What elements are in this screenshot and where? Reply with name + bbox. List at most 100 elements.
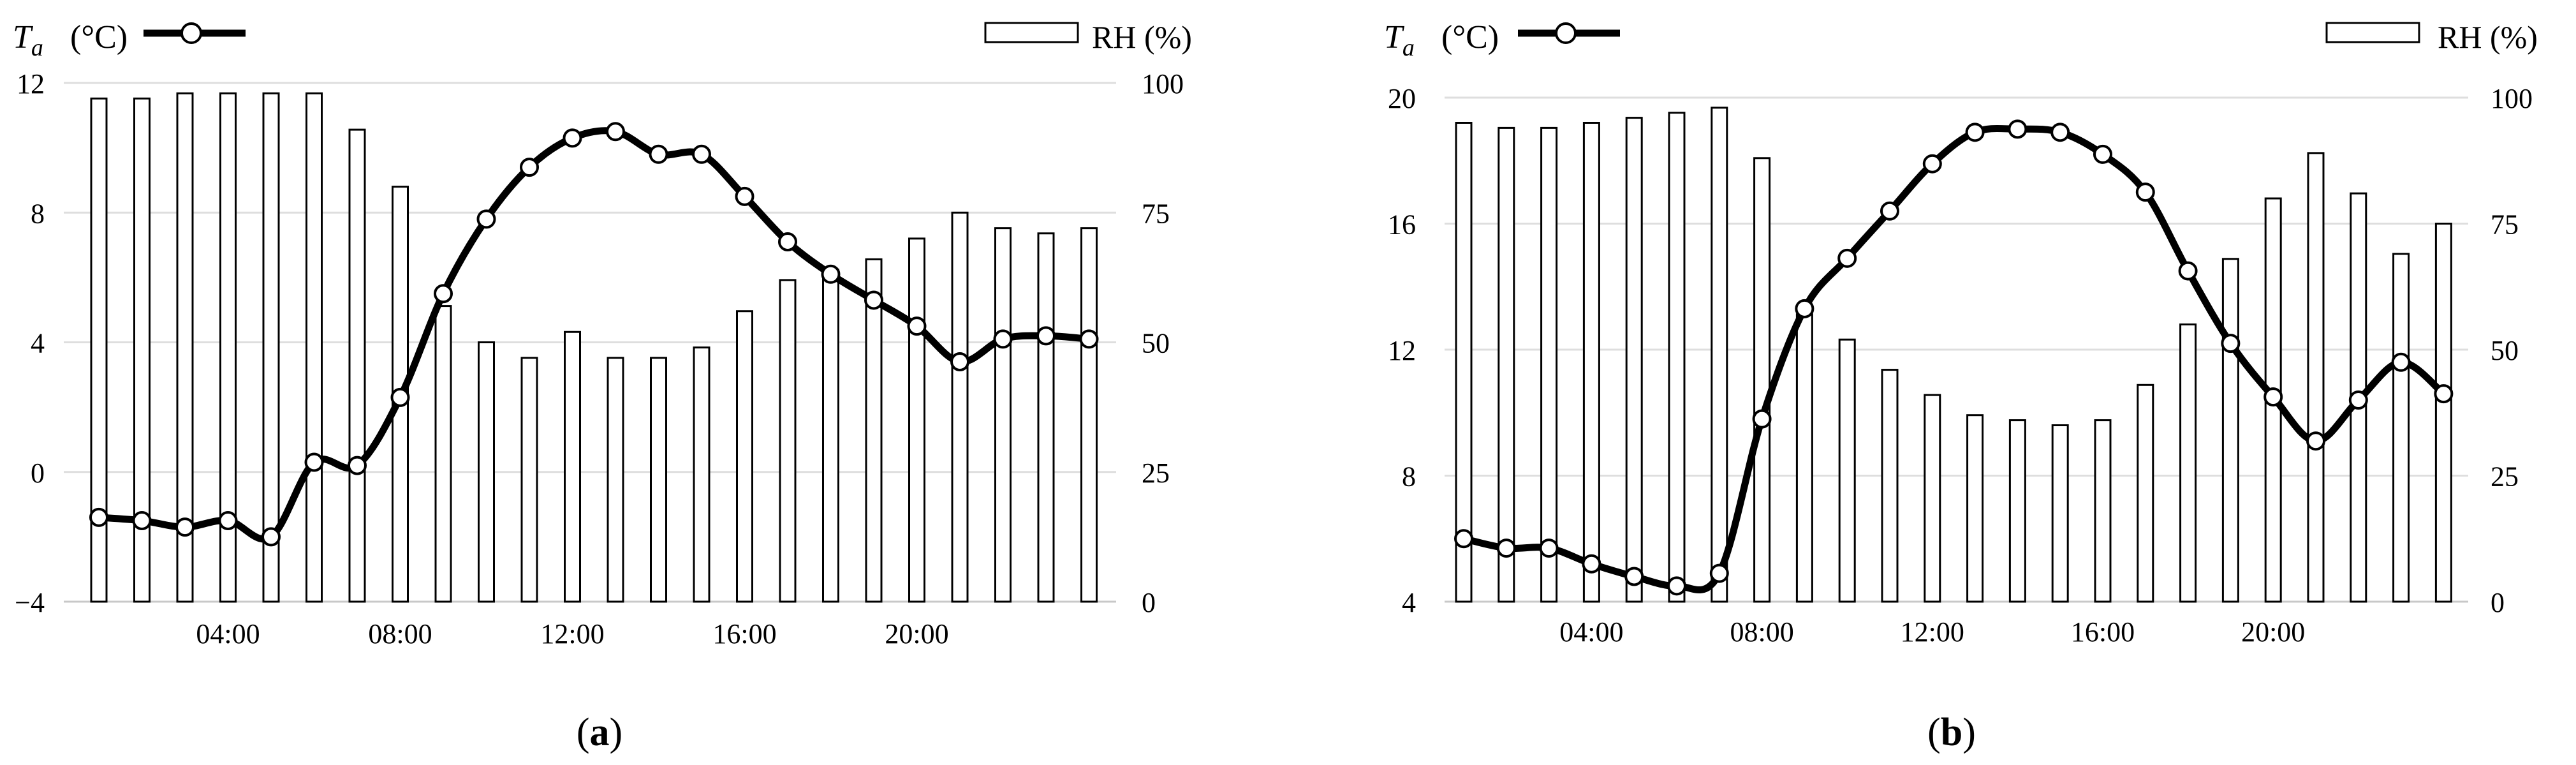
rh-bar: [176, 92, 194, 603]
rh-bar: [779, 279, 797, 603]
temperature-point: [476, 209, 496, 229]
temperature-point: [1880, 201, 1899, 221]
temperature-point: [821, 264, 841, 284]
rh-bar: [2051, 424, 2069, 603]
rh-bar: [736, 310, 753, 603]
legend-rh-bar-swatch: [984, 22, 1079, 43]
rh-bar: [262, 92, 280, 603]
temperature-point: [89, 507, 108, 527]
left-axis-tick-label: 4: [1402, 587, 1416, 618]
right-axis-tick-label: 0: [1142, 587, 1156, 618]
temperature-point: [261, 527, 281, 547]
x-axis-tick-label: 20:00: [885, 618, 948, 650]
x-axis-tick-label: 08:00: [1730, 616, 1793, 648]
left-axis-tick-label: 8: [1402, 461, 1416, 493]
rh-bar: [1881, 369, 1899, 603]
left-axis-tick-label: 20: [1388, 83, 1416, 114]
legend-rh-label: RH (%): [2438, 19, 2538, 55]
temperature-point: [2348, 390, 2368, 410]
temperature-point: [2306, 431, 2325, 451]
rh-bar: [1498, 126, 1515, 603]
temperature-point: [1709, 563, 1729, 583]
right-axis-tick-label: 25: [1142, 457, 1170, 489]
left-axis-tick-label: 16: [1388, 209, 1416, 241]
rh-bar: [1711, 107, 1728, 603]
right-axis-tick-label: 0: [2491, 587, 2505, 618]
rh-bar: [1582, 122, 1600, 603]
temperature-point: [606, 122, 625, 142]
rh-bar: [2221, 258, 2239, 603]
rh-bar: [2392, 253, 2410, 603]
rh-bar: [1753, 157, 1771, 603]
temperature-point: [132, 510, 152, 530]
rh-bar: [564, 331, 581, 603]
temperature-point: [1667, 576, 1686, 596]
temperature-point: [563, 128, 582, 148]
left-axis-tick-label: 12: [1388, 335, 1416, 366]
rh-bar: [1795, 313, 1813, 603]
legend-temp-unit: (°C): [70, 19, 128, 56]
rh-bar: [1625, 117, 1643, 603]
legend-rh-bar-swatch: [2325, 22, 2420, 43]
legend-temp-marker-swatch: [1555, 22, 1577, 44]
temperature-point: [1036, 326, 1056, 346]
rh-bar: [1966, 414, 1984, 603]
rh-bar: [994, 227, 1012, 603]
temperature-point: [1454, 529, 1473, 549]
x-axis-tick-label: 12:00: [1901, 616, 1964, 648]
temperature-point: [2135, 182, 2155, 202]
temperature-point: [1752, 409, 1772, 429]
rh-bar: [1540, 126, 1558, 603]
temperature-point: [218, 510, 238, 530]
rh-bar: [865, 258, 883, 603]
legend-temperature: Ta (°C): [13, 19, 246, 61]
legend-rh: RH (%): [984, 19, 1192, 55]
left-axis-tick-label: 4: [31, 328, 45, 359]
rh-bar: [1037, 232, 1055, 603]
right-axis-tick-label: 100: [2491, 83, 2533, 114]
rh-bar: [2307, 152, 2325, 603]
caption-b: (b): [1927, 711, 1976, 754]
plot-area-b: 4 8 12 16 20 0 25 50 75 100 04:00 08:00 12:00 16:00 20…: [1388, 83, 2533, 648]
x-axis-tick-label: 12:00: [540, 618, 604, 650]
temperature-point: [1795, 299, 1814, 318]
legend-temp-symbol: Ta: [13, 19, 43, 61]
right-axis-tick-label: 50: [1142, 328, 1170, 359]
temperature-point: [390, 387, 410, 407]
temperature-point: [993, 329, 1013, 349]
legend-temp-marker-swatch: [180, 22, 202, 44]
rh-bar: [951, 211, 969, 603]
temperature-point: [1922, 154, 1942, 174]
left-axis-tick-label: −4: [15, 587, 45, 618]
temperature-point: [2263, 387, 2283, 407]
temperature-point: [1624, 567, 1644, 586]
rh-bar: [434, 305, 452, 603]
rh-bar: [1080, 227, 1098, 603]
temperature-point: [1965, 123, 1985, 142]
temperature-point: [649, 144, 668, 164]
x-axis-tick-label: 04:00: [1559, 616, 1623, 648]
legend-temp-symbol: Ta: [1384, 19, 1415, 61]
plot-area-a: −4 0 4 8 12 0 25 50 75 100 04:00 08:00 12:00 16:00 20:…: [15, 68, 1184, 650]
temperature-point: [864, 290, 883, 310]
temperature-point: [2093, 144, 2112, 164]
rh-bar: [520, 357, 538, 603]
rh-bar: [1668, 112, 1686, 603]
temperature-point: [692, 144, 711, 164]
legend-rh: RH (%): [2325, 19, 2538, 55]
rh-bar: [2137, 383, 2154, 603]
x-axis-tick-label: 20:00: [2241, 616, 2305, 648]
rh-bar: [2008, 419, 2026, 603]
rh-bar: [693, 346, 710, 603]
right-axis-tick-label: 25: [2491, 461, 2519, 493]
rh-bar: [478, 341, 495, 603]
caption-a: (a): [577, 711, 622, 754]
legend-temp-unit: (°C): [1441, 19, 1499, 56]
left-axis-tick-label: 12: [17, 68, 45, 100]
rh-bar: [2094, 419, 2112, 603]
temperature-point: [2221, 334, 2241, 353]
temperature-point: [304, 452, 324, 472]
temperature-point: [520, 158, 539, 177]
temperature-point: [1496, 538, 1516, 558]
